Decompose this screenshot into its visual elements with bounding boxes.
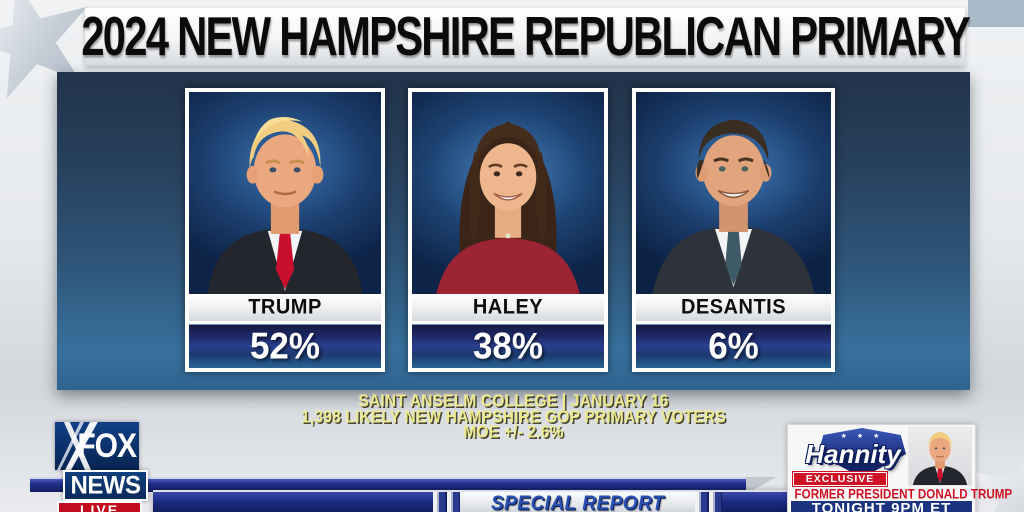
candidate-name: TRUMP <box>248 295 322 319</box>
trump-photo <box>189 92 381 294</box>
fox-news-live-bug: FOX NEWS LIVE <box>55 421 150 512</box>
lower-third-bar-shadow <box>746 477 776 494</box>
shield-stars-icon: ★ ★ ★ <box>840 433 884 440</box>
candidate-percent: 6% <box>708 325 759 367</box>
candidate-name-band: TRUMP <box>189 294 381 321</box>
candidate-card-desantis: DESANTIS 6% <box>632 88 835 372</box>
attribution-sample: 1,398 LIKELY NEW HAMPSHIRE GOP PRIMARY V… <box>301 407 726 427</box>
banner-stripes <box>433 492 460 512</box>
candidate-percent-band: 52% <box>189 324 381 368</box>
candidate-percent-band: 38% <box>412 324 604 368</box>
hannity-promo-card: ★ ★ ★ Hannity EXCLUSIVE FORMER PRESIDENT… <box>787 424 1013 512</box>
candidate-name: DESANTIS <box>680 295 787 319</box>
special-report-banner: SPECIAL REPORT <box>153 490 829 512</box>
headline-banner: 2024 NEW HAMPSHIRE REPUBLICAN PRIMARY <box>81 7 970 67</box>
special-report-label: SPECIAL REPORT <box>490 492 665 512</box>
candidate-card-trump: TRUMP 52% <box>185 88 385 372</box>
candidate-name-band: DESANTIS <box>636 294 831 321</box>
banner-title-plate: SPECIAL REPORT <box>460 492 695 512</box>
background-band <box>968 0 1024 27</box>
hannity-wordmark: Hannity <box>805 439 901 469</box>
haley-photo <box>412 92 604 294</box>
poll-attribution: SAINT ANSELM COLLEGE | JANUARY 16 1,398 … <box>57 391 970 442</box>
live-badge: LIVE <box>57 501 142 512</box>
candidate-percent-band: 6% <box>636 324 831 368</box>
news-wordmark: NEWS <box>70 470 142 500</box>
candidate-percent: 52% <box>249 325 321 367</box>
exclusive-badge: EXCLUSIVE <box>792 471 888 487</box>
headline-title: 2024 NEW HAMPSHIRE REPUBLICAN PRIMARY <box>81 6 970 68</box>
candidate-name: HALEY <box>472 295 544 319</box>
fox-wordmark: FOX <box>77 427 137 465</box>
banner-left-segment <box>153 492 433 512</box>
promo-time-bar: TONIGHT 9PM ET <box>790 500 973 512</box>
promo-trump-photo <box>908 427 972 486</box>
promo-time-label: TONIGHT 9PM ET <box>811 500 952 512</box>
promo-guest-line: FORMER PRESIDENT DONALD TRUMP <box>794 486 1013 502</box>
attribution-source: SAINT ANSELM COLLEGE | JANUARY 16 <box>358 391 669 411</box>
candidate-percent: 38% <box>472 325 544 367</box>
trump-portrait-illustration <box>207 117 363 294</box>
attribution-moe: MOE +/- 2.6% <box>463 422 564 442</box>
promo-trump-illustration <box>912 431 968 485</box>
fox-logo-box: FOX <box>55 422 139 470</box>
candidate-card-haley: HALEY 38% <box>408 88 608 372</box>
exclusive-label: EXCLUSIVE <box>805 473 875 485</box>
searchlight-beams-icon <box>57 422 98 470</box>
banner-stripes <box>695 492 722 512</box>
live-label: LIVE <box>79 502 120 512</box>
candidate-name-band: HALEY <box>412 294 604 321</box>
lower-third-bar <box>30 477 746 492</box>
news-logo-box: NEWS <box>63 470 148 501</box>
haley-portrait-illustration <box>436 121 580 294</box>
desantis-portrait-illustration <box>652 119 815 294</box>
desantis-photo <box>636 92 831 294</box>
